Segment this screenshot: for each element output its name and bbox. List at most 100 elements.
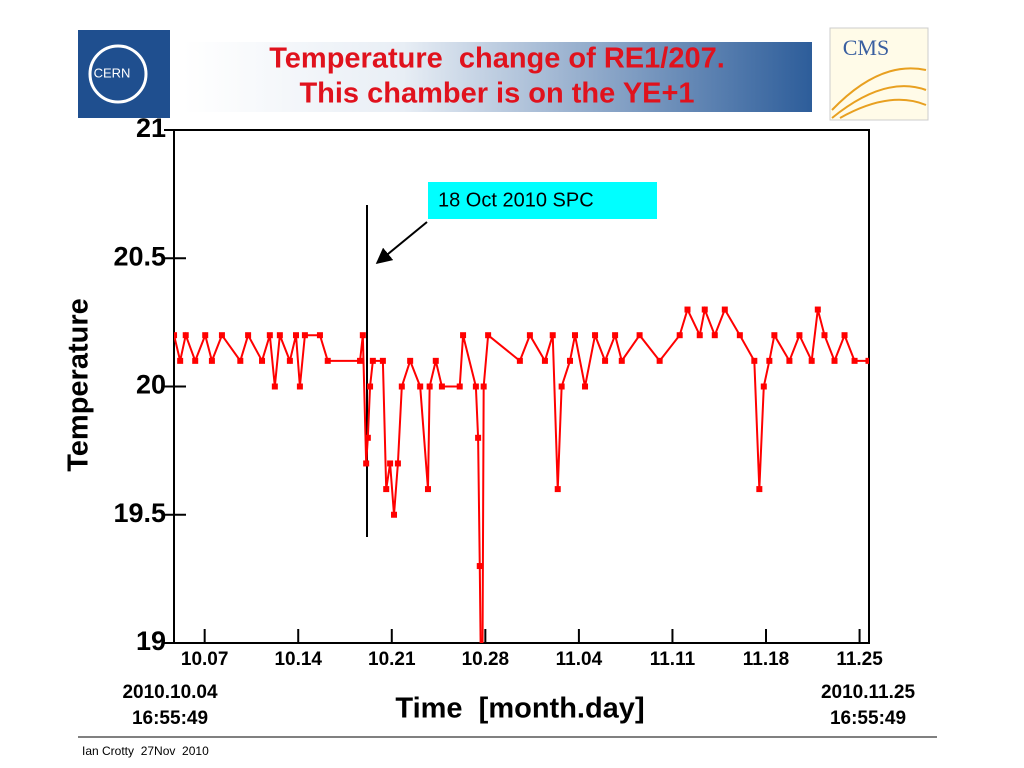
end-date: 2010.11.25 bbox=[821, 682, 915, 703]
point bbox=[572, 332, 579, 339]
point bbox=[391, 511, 398, 518]
point bbox=[771, 332, 778, 339]
point bbox=[424, 486, 431, 493]
point bbox=[301, 332, 308, 339]
point bbox=[676, 332, 683, 339]
point bbox=[426, 383, 433, 390]
point bbox=[383, 486, 390, 493]
point bbox=[369, 357, 376, 364]
point bbox=[394, 460, 401, 467]
cern-logo-ring bbox=[88, 44, 148, 104]
point bbox=[407, 357, 414, 364]
cms-logo-text: CMS bbox=[843, 35, 889, 60]
point bbox=[259, 357, 266, 364]
point bbox=[541, 357, 548, 364]
point bbox=[786, 357, 793, 364]
x-axis-label: Time [month.day] bbox=[395, 693, 644, 725]
point bbox=[558, 383, 565, 390]
point bbox=[460, 332, 467, 339]
point bbox=[387, 460, 394, 467]
title-box bbox=[183, 42, 812, 112]
point bbox=[756, 486, 763, 493]
x-tick-label: 11.11 bbox=[650, 649, 696, 670]
point bbox=[182, 332, 189, 339]
point bbox=[701, 306, 708, 313]
point bbox=[398, 383, 405, 390]
y-tick-label: 21 bbox=[136, 113, 166, 143]
point bbox=[602, 357, 609, 364]
point bbox=[202, 332, 209, 339]
y-tick-label: 20.5 bbox=[113, 241, 166, 271]
annotation-box bbox=[428, 182, 657, 219]
point bbox=[192, 357, 199, 364]
point bbox=[656, 357, 663, 364]
point bbox=[456, 383, 463, 390]
x-tick-label: 11.25 bbox=[836, 649, 883, 670]
point bbox=[276, 332, 283, 339]
start-time: 16:55:49 bbox=[132, 708, 208, 729]
x-tick-label: 10.21 bbox=[368, 649, 416, 670]
point bbox=[865, 357, 869, 364]
end-time: 16:55:49 bbox=[830, 708, 906, 729]
cern-logo bbox=[78, 30, 170, 118]
point bbox=[357, 357, 364, 364]
point bbox=[316, 332, 323, 339]
point bbox=[736, 332, 743, 339]
point bbox=[245, 332, 252, 339]
cms-logo bbox=[829, 27, 929, 121]
point bbox=[831, 357, 838, 364]
point bbox=[266, 332, 273, 339]
point bbox=[554, 486, 561, 493]
start-date: 2010.10.04 bbox=[122, 682, 218, 703]
x-tick-label: 11.18 bbox=[743, 649, 790, 670]
point bbox=[432, 357, 439, 364]
point bbox=[549, 332, 556, 339]
point bbox=[684, 306, 691, 313]
point bbox=[292, 332, 299, 339]
annotation: 18 Oct 2010 SPC bbox=[438, 189, 594, 211]
point bbox=[475, 434, 482, 441]
point bbox=[271, 383, 278, 390]
point bbox=[367, 383, 374, 390]
point bbox=[821, 332, 828, 339]
point bbox=[364, 434, 371, 441]
point bbox=[218, 332, 225, 339]
point bbox=[359, 332, 366, 339]
point bbox=[174, 332, 178, 339]
y-tick-label: 19.5 bbox=[113, 498, 166, 528]
point bbox=[618, 357, 625, 364]
point bbox=[808, 357, 815, 364]
point bbox=[711, 332, 718, 339]
point bbox=[363, 460, 370, 467]
x-tick-label: 10.28 bbox=[462, 649, 510, 670]
point bbox=[566, 357, 573, 364]
point bbox=[379, 357, 386, 364]
point bbox=[476, 563, 483, 570]
annotation-arrow bbox=[375, 221, 428, 265]
point bbox=[696, 332, 703, 339]
y-tick-label: 19 bbox=[136, 626, 166, 656]
point bbox=[208, 357, 215, 364]
series bbox=[174, 305, 869, 643]
point bbox=[472, 383, 479, 390]
point bbox=[177, 357, 184, 364]
point bbox=[237, 357, 244, 364]
point bbox=[612, 332, 619, 339]
point bbox=[516, 357, 523, 364]
point bbox=[296, 383, 303, 390]
y-tick-label: 20 bbox=[136, 370, 166, 400]
point bbox=[526, 332, 533, 339]
point bbox=[851, 357, 858, 364]
title-line: This chamber is on the YE+1 bbox=[299, 78, 694, 110]
footer: Ian Crotty 27Nov 2010 bbox=[82, 744, 209, 758]
y-axis-label: Temperature bbox=[63, 298, 95, 472]
point bbox=[760, 383, 767, 390]
cms-logo-art bbox=[831, 67, 927, 119]
point bbox=[480, 383, 487, 390]
point bbox=[485, 332, 492, 339]
point bbox=[286, 357, 293, 364]
point bbox=[841, 332, 848, 339]
point bbox=[592, 332, 599, 339]
point bbox=[438, 383, 445, 390]
